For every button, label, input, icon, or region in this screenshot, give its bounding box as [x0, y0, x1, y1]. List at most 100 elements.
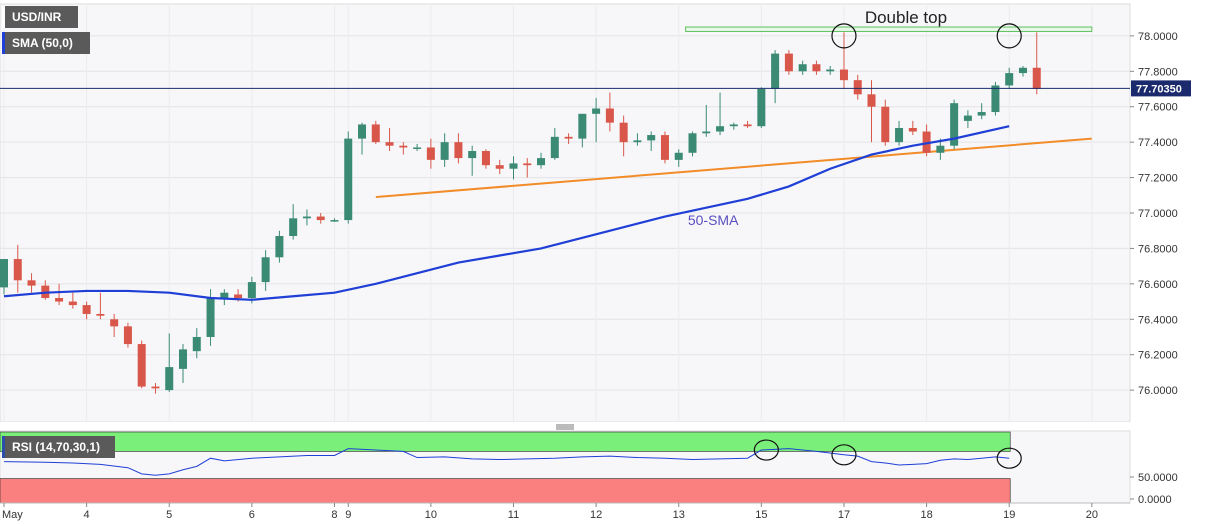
rsi-zones — [0, 431, 1011, 504]
candle-body — [991, 85, 1000, 113]
price-y-axis: 76.0000 76.2000 76.4000 76.6000 76.8000 77.00… — [1130, 31, 1178, 397]
candle-body — [495, 165, 504, 169]
candle-body — [220, 292, 229, 299]
candle — [784, 50, 793, 75]
candle-body — [426, 147, 435, 160]
candle-body — [605, 108, 614, 123]
candle-body — [206, 298, 215, 337]
candle — [977, 103, 986, 120]
candle — [151, 383, 160, 394]
current-price-marker: 77.70350 — [0, 80, 1191, 97]
candle-body — [82, 305, 91, 314]
candle — [27, 273, 36, 293]
symbol-label[interactable]: USD/INR — [2, 6, 78, 28]
double-top-label: Double top — [865, 8, 947, 27]
resistance-band — [685, 26, 1093, 32]
candle-body — [784, 53, 793, 72]
candle — [371, 120, 380, 144]
rsi-highlight-circle — [753, 439, 779, 461]
candle-body — [399, 145, 408, 148]
candle — [509, 156, 518, 180]
candle-body — [330, 220, 339, 222]
candle — [674, 149, 683, 167]
candle — [950, 99, 959, 150]
candle-body — [963, 115, 972, 121]
candle — [179, 344, 188, 384]
candle — [426, 138, 435, 169]
candle-body — [826, 69, 835, 72]
candle-body — [27, 280, 36, 286]
candle-body — [716, 126, 725, 132]
candle-body — [96, 313, 105, 316]
candle — [592, 97, 601, 143]
x-tick-label: 15 — [755, 509, 767, 521]
candle — [729, 122, 738, 130]
candle-body — [151, 386, 160, 389]
candle-body — [371, 124, 380, 143]
candle-body — [702, 131, 711, 134]
candle-body — [564, 136, 573, 139]
candle — [743, 120, 752, 128]
x-tick-label: 9 — [345, 509, 351, 521]
x-axis: May 4 5 6 8 9 10 11 12 13 15 17 18 19 20 — [0, 502, 1130, 521]
candle — [123, 322, 132, 348]
y-tick-label: 76.2000 — [1138, 350, 1178, 362]
overbought-zone — [0, 431, 1011, 452]
candle — [550, 127, 559, 160]
candle — [619, 115, 628, 157]
candle-body — [977, 112, 986, 116]
candle — [13, 244, 22, 293]
candle — [688, 131, 697, 157]
candle — [289, 204, 298, 240]
rsi-line — [3, 448, 1010, 476]
sma-legend-label[interactable]: SMA (50,0) — [2, 32, 90, 54]
candle-body — [302, 216, 311, 219]
current-price-label: 77.70350 — [1136, 83, 1182, 95]
candle-body — [165, 367, 174, 391]
rsi-legend-label[interactable]: RSI (14,70,30,1) — [2, 436, 115, 458]
candle — [537, 152, 546, 169]
candle — [936, 138, 945, 160]
candle-body — [839, 69, 848, 81]
candle-body — [440, 142, 449, 160]
candle-body — [413, 147, 422, 149]
panel-divider[interactable] — [0, 422, 1130, 430]
candle — [399, 142, 408, 155]
trendline — [375, 137, 1092, 199]
candle — [853, 74, 862, 100]
candle — [0, 259, 8, 295]
resize-handle[interactable] — [556, 424, 574, 430]
y-tick-label: 76.4000 — [1138, 314, 1178, 326]
rising-trendline — [375, 137, 1092, 199]
x-tick-label: 13 — [673, 509, 685, 521]
candles — [0, 32, 1041, 394]
candle — [716, 92, 725, 136]
y-tick-label: 78.0000 — [1138, 31, 1178, 43]
candle-body — [55, 298, 64, 302]
resistance-zone — [685, 26, 1093, 32]
candle — [165, 333, 174, 392]
y-tick-label: 77.2000 — [1138, 173, 1178, 185]
candle — [481, 149, 490, 169]
candle — [344, 131, 353, 224]
candle-body — [358, 124, 367, 139]
candle — [523, 158, 532, 178]
candle-body — [1032, 67, 1041, 90]
candle-body — [660, 135, 669, 160]
candle-body — [385, 142, 394, 146]
candle — [82, 301, 91, 320]
candle — [96, 292, 105, 320]
highlight-circle — [996, 23, 1022, 49]
highlight-circle — [831, 23, 857, 49]
candle-body — [468, 151, 477, 159]
candle-body — [289, 218, 298, 237]
candle — [757, 87, 766, 128]
rsi-y-tick-label: 0.0000 — [1138, 494, 1172, 506]
candle — [895, 120, 904, 146]
candle — [495, 159, 504, 175]
candle — [358, 122, 367, 155]
candle-body — [936, 145, 945, 153]
sma-line — [3, 125, 1010, 301]
candle-body — [137, 344, 146, 387]
price-annotations: Double top 50-SMA — [688, 8, 947, 228]
